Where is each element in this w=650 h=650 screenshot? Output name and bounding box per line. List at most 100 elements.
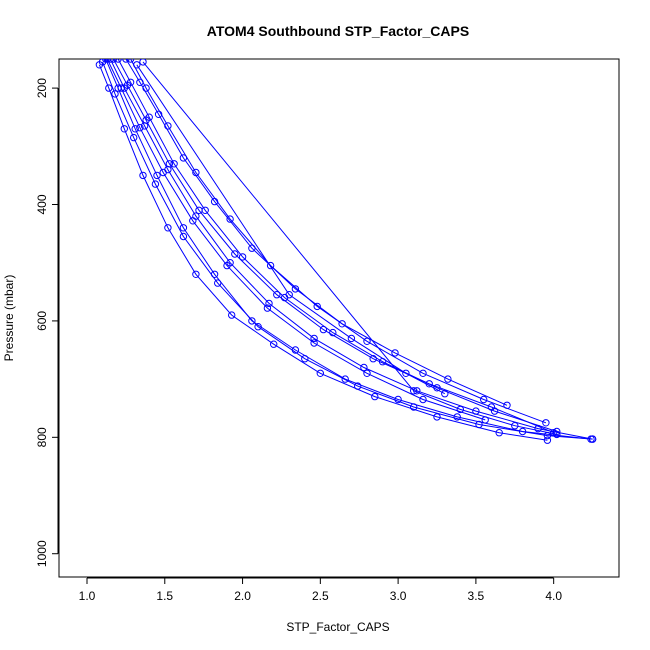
series-line xyxy=(112,59,554,434)
data-point xyxy=(270,340,278,348)
data-point xyxy=(542,419,550,427)
data-point xyxy=(273,291,281,299)
series-layer xyxy=(95,59,597,444)
data-point xyxy=(456,405,464,414)
y-tick-label: 400 xyxy=(35,194,49,214)
series-line xyxy=(117,59,557,432)
x-tick-label: 1.5 xyxy=(156,589,173,603)
data-point xyxy=(164,224,172,232)
x-axis-label: STP_Factor_CAPS xyxy=(286,620,389,634)
data-point xyxy=(419,369,427,377)
chart-title: ATOM4 Southbound STP_Factor_CAPS xyxy=(207,23,469,39)
data-point xyxy=(453,413,461,421)
data-point xyxy=(316,369,324,377)
data-point xyxy=(391,349,399,357)
data-point xyxy=(543,436,552,444)
y-tick-label: 1000 xyxy=(35,540,49,567)
data-point xyxy=(511,422,519,430)
y-tick-label: 200 xyxy=(35,78,49,98)
data-point xyxy=(120,125,129,133)
data-point xyxy=(179,224,188,232)
data-point xyxy=(254,323,262,331)
series-line xyxy=(136,64,446,395)
data-point xyxy=(329,328,337,337)
series-line xyxy=(142,61,557,435)
data-point xyxy=(192,168,200,177)
data-point xyxy=(105,84,113,92)
series-line xyxy=(102,61,593,440)
data-point xyxy=(195,206,203,215)
data-point xyxy=(103,59,111,63)
data-point xyxy=(341,375,349,383)
x-tick-label: 2.0 xyxy=(234,589,251,603)
data-point xyxy=(238,253,247,261)
data-point xyxy=(369,355,377,363)
data-point xyxy=(114,59,122,63)
data-point xyxy=(139,59,147,66)
data-point xyxy=(480,395,488,404)
y-axis-label: Pressure (mbar) xyxy=(2,275,16,362)
plot-frame xyxy=(58,58,620,578)
data-point xyxy=(347,334,356,343)
data-point xyxy=(122,59,130,63)
data-point xyxy=(130,133,138,142)
data-point xyxy=(133,61,141,69)
data-point xyxy=(444,375,452,383)
data-point xyxy=(363,337,371,345)
data-point xyxy=(553,430,561,439)
series-line xyxy=(109,59,593,440)
data-point xyxy=(126,59,135,63)
x-tick-label: 1.0 xyxy=(79,589,96,603)
data-point xyxy=(363,369,371,377)
data-point xyxy=(475,420,483,429)
data-point xyxy=(410,403,418,411)
series-11 xyxy=(133,61,449,398)
data-point xyxy=(419,395,427,404)
data-point xyxy=(228,311,236,319)
data-point xyxy=(310,334,318,343)
data-point xyxy=(487,403,496,411)
data-point xyxy=(165,160,174,168)
x-axis: 1.0 1.5 2.0 2.5 3.0 3.5 4.0 xyxy=(79,577,562,603)
data-point xyxy=(142,116,150,124)
data-point xyxy=(214,279,222,287)
data-point xyxy=(154,110,163,119)
data-point xyxy=(319,325,328,334)
data-point xyxy=(410,387,418,395)
data-point xyxy=(371,392,379,401)
data-point xyxy=(192,270,200,278)
data-point xyxy=(231,250,239,258)
series-line xyxy=(98,64,548,441)
data-point xyxy=(159,168,167,177)
data-point xyxy=(495,429,503,437)
series-line xyxy=(106,59,486,421)
data-point xyxy=(301,355,309,363)
series-10 xyxy=(139,59,561,439)
x-tick-label: 4.0 xyxy=(545,589,562,603)
data-point xyxy=(313,302,321,311)
data-point xyxy=(136,124,144,132)
y-tick-label: 600 xyxy=(35,311,49,331)
data-point xyxy=(360,363,368,372)
y-tick-label: 800 xyxy=(35,427,49,447)
data-point xyxy=(263,304,272,312)
data-point xyxy=(402,369,410,377)
data-point xyxy=(588,435,597,443)
series-line xyxy=(130,59,547,424)
data-point xyxy=(338,320,346,328)
data-point xyxy=(354,382,362,390)
data-point xyxy=(111,90,119,98)
data-point xyxy=(106,59,114,63)
data-point xyxy=(223,261,231,270)
data-point xyxy=(226,215,234,223)
series-7 xyxy=(122,59,511,409)
series-9 xyxy=(126,59,550,427)
data-point xyxy=(291,285,300,293)
series-line xyxy=(125,59,508,406)
series-line xyxy=(105,59,592,440)
data-point xyxy=(142,84,150,92)
data-point xyxy=(189,217,197,225)
data-point xyxy=(266,261,275,270)
x-tick-label: 3.5 xyxy=(468,589,485,603)
data-point xyxy=(117,84,125,92)
